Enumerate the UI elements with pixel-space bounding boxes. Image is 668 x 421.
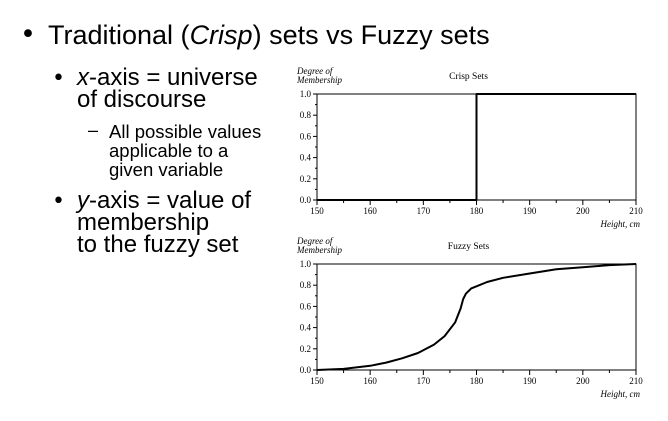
x-tick-label: 160	[363, 206, 377, 216]
bullet-marker: •	[52, 189, 65, 214]
bullet-x-line2: of discourse	[77, 86, 207, 113]
title-emphasis: Crisp	[189, 20, 253, 50]
y-axis-label: Degree of Membership	[296, 236, 342, 255]
sub-bullet-line3: given variable	[109, 159, 224, 180]
y-axis-label: Degree of Membership	[296, 66, 342, 85]
x-tick-label: 170	[417, 206, 431, 216]
y-tick-label: 0.8	[300, 280, 312, 290]
series-line	[317, 93, 636, 201]
x-tick-label: 210	[629, 206, 643, 216]
x-tick-label: 180	[470, 376, 484, 386]
bullet-y-axis: y-axis = value of membership to the fuzz…	[77, 187, 252, 258]
sub-bullet-line2: applicable to a	[109, 140, 229, 161]
x-tick-label: 150	[310, 376, 324, 386]
title-bullet: •	[20, 19, 36, 50]
x-tick-label: 170	[417, 376, 431, 386]
bullet-x-line1: x-axis = universe	[77, 64, 258, 91]
sub-bullet-marker: –	[88, 120, 99, 140]
x-tick-label: 210	[629, 376, 643, 386]
bullet-marker: •	[52, 66, 65, 91]
y-tick-label: 0.4	[300, 153, 312, 163]
x-tick-label: 160	[363, 376, 377, 386]
y-tick-label: 0.4	[300, 323, 312, 333]
y-tick-label: 1.0	[300, 89, 312, 99]
y-tick-label: 0.6	[300, 301, 312, 311]
sub-bullet-values: All possible values applicable to a give…	[109, 122, 261, 179]
y-tick-label: 0.0	[300, 365, 312, 375]
y-tick-label: 0.8	[300, 110, 312, 120]
x-tick-label: 150	[310, 206, 324, 216]
bullet-y-line1: y-axis = value of	[77, 187, 252, 214]
x-tick-label: 200	[576, 376, 590, 386]
y-tick-label: 1.0	[300, 259, 312, 269]
x-axis-label: Height, cm	[600, 389, 641, 399]
y-tick-label: 0.2	[300, 344, 311, 354]
bullet-y-line2: membership	[77, 209, 210, 236]
x-tick-label: 200	[576, 206, 590, 216]
x-tick-label: 180	[470, 206, 484, 216]
plot-frame	[316, 263, 637, 371]
y-tick-label: 0.6	[300, 131, 312, 141]
bullet-y-line3: to the fuzzy set	[77, 231, 239, 258]
y-tick-label: 0.2	[300, 174, 311, 184]
x-tick-label: 190	[523, 206, 537, 216]
sub-bullet-line1: All possible values	[109, 121, 262, 142]
x-tick-label: 190	[523, 376, 537, 386]
y-tick-label: 0.0	[300, 195, 312, 205]
chart-title: Fuzzy Sets	[448, 242, 490, 252]
chart-title: Crisp Sets	[449, 72, 488, 82]
slide-title: Traditional (Crisp) sets vs Fuzzy sets	[48, 20, 490, 50]
series-line	[316, 263, 637, 371]
x-axis-label: Height, cm	[600, 219, 641, 229]
bullet-x-axis: x-axis = universe of discourse	[77, 64, 258, 113]
